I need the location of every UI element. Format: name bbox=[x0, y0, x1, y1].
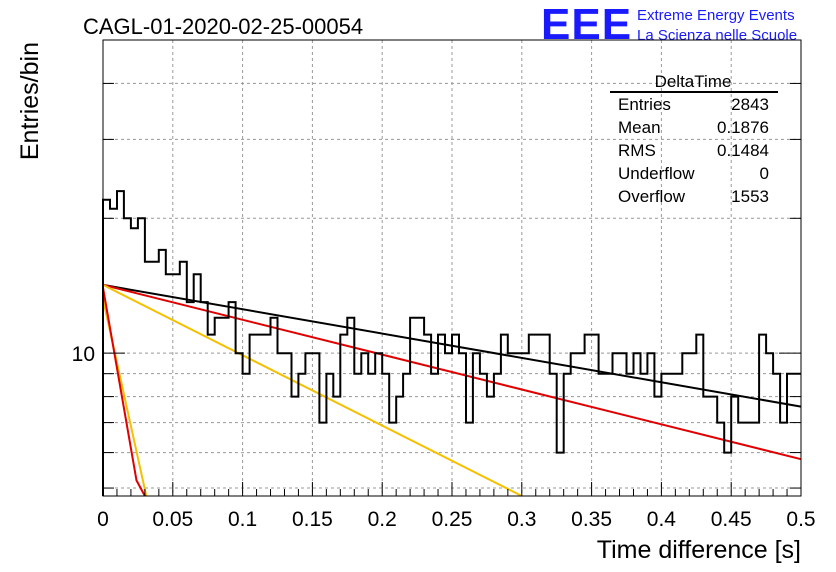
stats-value: 0.1876 bbox=[717, 118, 769, 137]
fit-line bbox=[102, 284, 523, 497]
run-id-title: CAGL-01-2020-02-25-00054 bbox=[83, 14, 363, 39]
logo-line1: Extreme Energy Events bbox=[637, 7, 795, 24]
y-tick-label: 10 bbox=[72, 343, 95, 366]
histogram-series bbox=[102, 190, 801, 496]
grid bbox=[103, 40, 801, 496]
x-tick-label: 0.15 bbox=[292, 508, 333, 531]
stats-label: RMS bbox=[618, 141, 656, 160]
x-tick-label: 0.2 bbox=[368, 508, 397, 531]
stats-label: Entries bbox=[618, 95, 671, 114]
fit-lines bbox=[102, 283, 802, 497]
x-tick-label: 0.05 bbox=[152, 508, 193, 531]
x-axis-title: Time difference [s] bbox=[597, 536, 801, 564]
stats-value: 2843 bbox=[731, 95, 769, 114]
x-tick-label: 0 bbox=[97, 508, 109, 531]
stats-rows: Entries 2843 Mean 0.1876 RMS 0.1484 Underflow 0… bbox=[618, 95, 769, 206]
x-tick-label: 0.5 bbox=[786, 508, 815, 531]
stats-label: Underflow bbox=[618, 164, 695, 183]
eee-logo: EEE Extreme Energy Events La Scienza nel… bbox=[541, 0, 797, 49]
x-tick-label: 0.25 bbox=[432, 508, 473, 531]
stats-label: Overflow bbox=[618, 187, 686, 206]
stats-box: DeltaTime Entries 2843 Mean 0.1876 RMS 0.1484… bbox=[610, 72, 778, 206]
stats-title: DeltaTime bbox=[655, 72, 732, 91]
axis-ticks: 0 0.05 0.1 0.15 0.2 0.25 0.3 0.35 0.4 0.45 0.5 10 bbox=[72, 82, 816, 531]
fit-line bbox=[102, 287, 146, 497]
fit-line bbox=[102, 283, 802, 461]
x-tick-label: 0.45 bbox=[711, 508, 752, 531]
x-tick-label: 0.1 bbox=[228, 508, 257, 531]
stats-label: Mean bbox=[618, 118, 661, 137]
logo-eee-text: EEE bbox=[541, 0, 632, 49]
stats-value: 0.1484 bbox=[717, 141, 769, 160]
x-tick-label: 0.35 bbox=[571, 508, 612, 531]
x-tick-label: 0.3 bbox=[507, 508, 536, 531]
stats-value: 0 bbox=[760, 164, 769, 183]
x-tick-label: 0.4 bbox=[647, 508, 677, 531]
stats-value: 1553 bbox=[731, 187, 769, 206]
y-axis-title: Entries/bin bbox=[16, 42, 44, 160]
